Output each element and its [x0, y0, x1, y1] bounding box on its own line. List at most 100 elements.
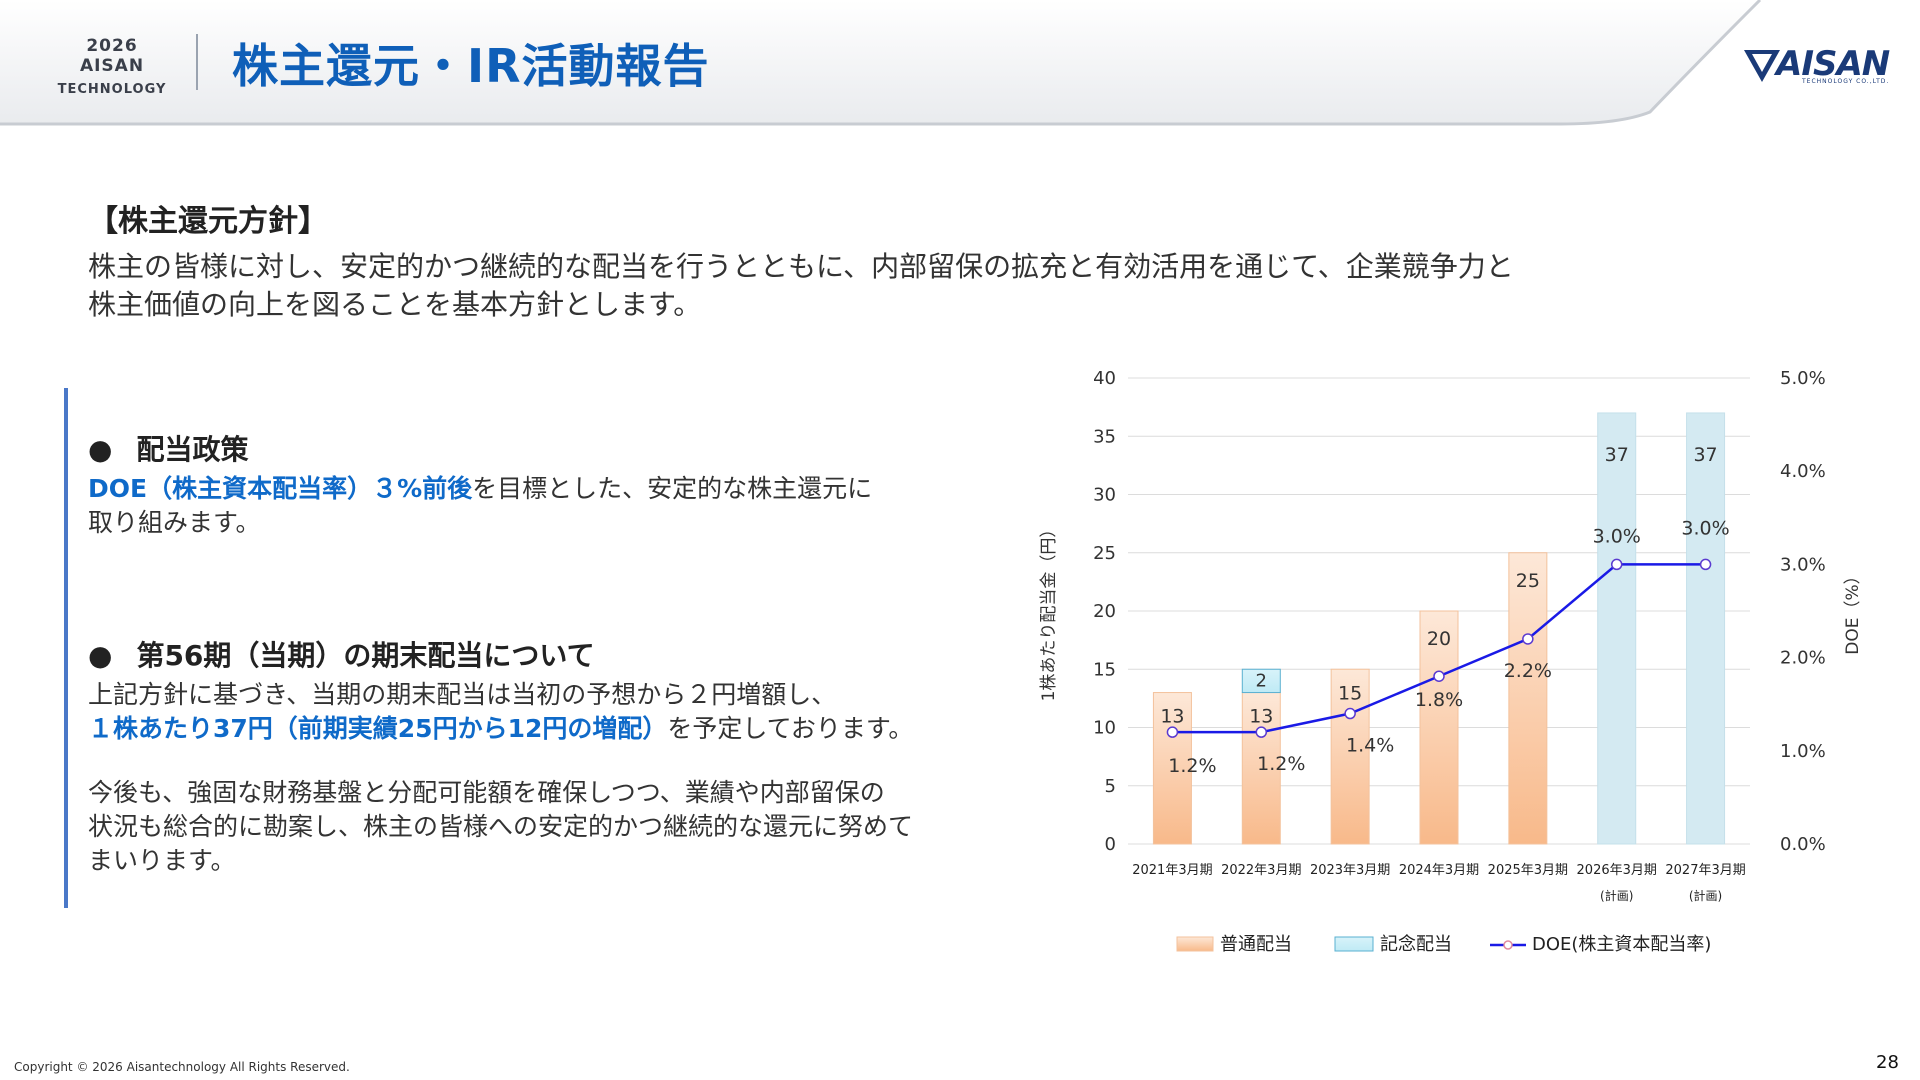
x-tick-label: 2026年3月期	[1577, 863, 1657, 878]
outlook-line1: 今後も、強固な財務基盤と分配可能額を確保しつつ、業績や内部留保の	[88, 778, 885, 807]
y-tick-label: 35	[1093, 426, 1116, 447]
y2-tick-label: 0.0%	[1780, 834, 1826, 855]
bar-planned-dividend	[1597, 412, 1637, 845]
y-tick-label: 40	[1093, 368, 1116, 389]
x-tick-label: 2022年3月期	[1221, 863, 1301, 878]
y2-tick-label: 2.0%	[1780, 648, 1826, 669]
memorial-data-label: 2	[1256, 670, 1267, 691]
y2-tick-label: 5.0%	[1780, 368, 1826, 389]
copyright: Copyright © 2026 Aisantechnology All Rig…	[14, 1060, 350, 1074]
x-tick-label: 2024年3月期	[1399, 863, 1479, 878]
x-tick-label: 2027年3月期	[1665, 863, 1745, 878]
bar-data-label: 15	[1338, 682, 1362, 704]
intro-line2: 株主価値の向上を図ることを基本方針とします。	[88, 288, 702, 321]
bar-regular-dividend	[1241, 692, 1281, 845]
outlook-line3: まいります。	[88, 846, 236, 875]
doe-point	[1610, 558, 1623, 571]
legend-label-regular: 普通配当	[1220, 934, 1292, 955]
brand-badge: 2026 AISAN TECHNOLOGY	[52, 36, 172, 97]
x-tick-label: 2025年3月期	[1488, 863, 1568, 878]
bar-data-label: 37	[1693, 444, 1717, 466]
year-end-dividend-text: 上記方針に基づき、当期の期末配当は当初の予想から２円増額し、 １株あたり37円（…	[88, 678, 1028, 746]
x-tick-note: (計画)	[1689, 888, 1722, 903]
policy-line1: DOE（株主資本配当率）３%前後を目標とした、安定的な株主還元に	[88, 472, 1008, 506]
policy-line1-rest: を目標とした、安定的な株主還元に	[472, 474, 873, 503]
dividend-chart: 0 5 10 15 20 25 30 35 40 0.0% 1.0% 2.0% 3.0% 4.0% 5.0%…	[1039, 368, 1863, 955]
y-axis-label: 1株あたり配当金（円）	[1039, 521, 1059, 702]
y-tick-label: 30	[1093, 485, 1116, 506]
y-tick-label: 15	[1093, 659, 1116, 680]
section-year-end-dividend-title: ● 第56期（当期）の期末配当について	[88, 634, 595, 674]
policy-intro: 株主の皆様に対し、安定的かつ継続的な配当を行うとともに、内部留保の拡充と有効活用…	[88, 248, 1778, 324]
accent-bar	[64, 388, 68, 908]
logo-subtext: TECHNOLOGY CO.,LTD.	[1802, 78, 1890, 85]
outlook-line2: 状況も総合的に勘案し、株主の皆様への安定的かつ継続的な還元に努めて	[88, 812, 914, 841]
section-dividend-policy-title: ● 配当政策	[88, 428, 248, 468]
y-tick-label: 0	[1105, 834, 1116, 855]
doe-data-label: 1.2%	[1257, 753, 1305, 775]
doe-point	[1699, 558, 1712, 571]
bar-regular-dividend	[1330, 668, 1370, 845]
section-title-text: 第56期（当期）の期末配当について	[136, 639, 595, 672]
dividend-line2-rest: を予定しております。	[667, 714, 914, 743]
x-tick-label: 2021年3月期	[1132, 863, 1212, 878]
doe-point	[1255, 726, 1268, 738]
bar-data-label: 13	[1249, 706, 1273, 728]
legend-label-doe: DOE(株主資本配当率)	[1532, 934, 1711, 955]
doe-data-label: 1.8%	[1415, 689, 1463, 711]
dividend-line1: 上記方針に基づき、当期の期末配当は当初の予想から２円増額し、	[88, 680, 837, 709]
legend-swatch-regular	[1176, 936, 1214, 952]
page-title: 株主還元・IR活動報告	[232, 39, 710, 93]
x-tick-note: (計画)	[1600, 888, 1633, 903]
y2-axis-label: DOE（%）	[1843, 567, 1863, 654]
legend-swatch-memorial	[1334, 936, 1374, 952]
outlook-text: 今後も、強固な財務基盤と分配可能額を確保しつつ、業績や内部留保の 状況も総合的に…	[88, 776, 1028, 878]
header-divider	[196, 34, 198, 90]
bar-data-label: 13	[1160, 706, 1184, 728]
page-number: 28	[1876, 1052, 1899, 1073]
bar-data-label: 37	[1605, 444, 1629, 466]
doe-data-label: 2.2%	[1504, 660, 1552, 682]
doe-point	[1344, 707, 1356, 720]
bar-regular-dividend	[1508, 552, 1548, 845]
logo-text: AISAN	[1776, 44, 1890, 84]
company-logo: AISAN TECHNOLOGY CO.,LTD.	[1742, 44, 1892, 90]
policy-heading: 【株主還元方針】	[88, 204, 328, 239]
y2-tick-label: 1.0%	[1780, 741, 1826, 762]
legend-marker-doe	[1503, 940, 1513, 950]
dividend-amount-highlight: １株あたり37円（前期実績25円から12円の増配）	[88, 714, 668, 743]
brand-line1: 2026 AISAN	[79, 36, 145, 76]
doe-point	[1166, 726, 1179, 738]
bullet-icon: ●	[88, 433, 113, 466]
doe-data-label: 1.2%	[1168, 755, 1216, 777]
doe-target-highlight: DOE（株主資本配当率）３%前後	[88, 474, 473, 503]
bar-regular-dividend	[1152, 692, 1192, 845]
brand-line2: TECHNOLOGY	[57, 82, 167, 97]
bar-data-label: 20	[1427, 628, 1451, 650]
policy-line2: 取り組みます。	[88, 508, 261, 537]
dividend-policy-text: DOE（株主資本配当率）３%前後を目標とした、安定的な株主還元に 取り組みます。	[88, 472, 1008, 540]
doe-point	[1433, 670, 1445, 682]
header-background	[0, 0, 1762, 126]
doe-data-label: 1.4%	[1346, 735, 1394, 757]
y-tick-label: 10	[1093, 718, 1116, 739]
y-tick-label: 5	[1105, 776, 1116, 797]
header-bar: 2026 AISAN TECHNOLOGY 株主還元・IR活動報告 AISAN …	[0, 0, 1920, 128]
doe-data-label: 3.0%	[1681, 517, 1729, 539]
dividend-line2: １株あたり37円（前期実績25円から12円の増配）を予定しております。	[88, 712, 1028, 746]
bar-memorial-dividend	[1241, 668, 1281, 694]
y-tick-label: 25	[1093, 543, 1116, 564]
y2-tick-label: 4.0%	[1780, 461, 1826, 482]
doe-point	[1522, 633, 1534, 645]
doe-data-label: 3.0%	[1593, 525, 1641, 547]
bullet-icon: ●	[88, 639, 113, 672]
section-title-text: 配当政策	[136, 433, 249, 466]
x-tick-label: 2023年3月期	[1310, 863, 1390, 878]
y2-tick-label: 3.0%	[1780, 554, 1826, 575]
bar-regular-dividend	[1419, 610, 1459, 845]
bar-planned-dividend	[1686, 412, 1726, 845]
intro-line1: 株主の皆様に対し、安定的かつ継続的な配当を行うとともに、内部留保の拡充と有効活用…	[88, 250, 1514, 283]
y-tick-label: 20	[1093, 601, 1116, 622]
bar-data-label: 25	[1516, 570, 1540, 592]
logo-mark-icon	[1744, 50, 1780, 82]
